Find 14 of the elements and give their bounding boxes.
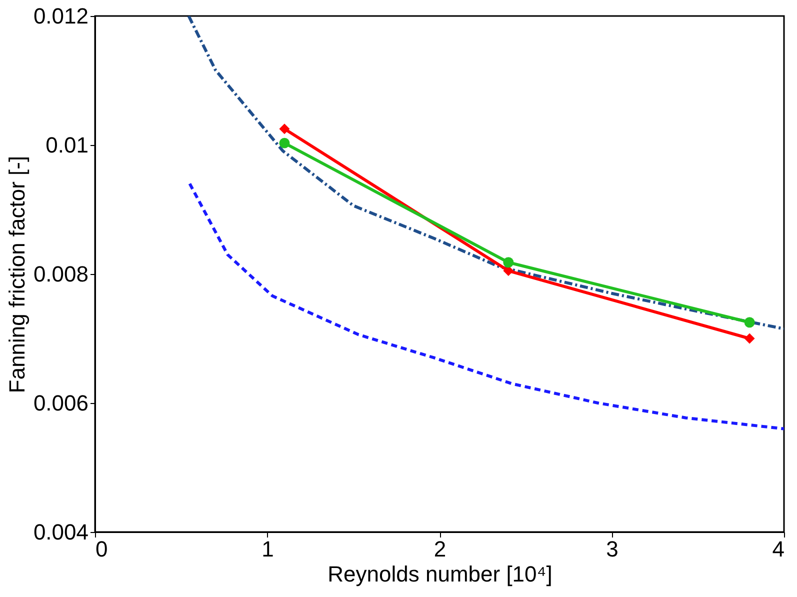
x-tick-label: 1 [262, 536, 274, 562]
y-tick-label: 0.01 [46, 132, 88, 158]
line-series [187, 16, 784, 330]
y-tick-label: 0.004 [33, 520, 88, 544]
y-tick-label: 0.012 [33, 4, 88, 28]
x-tick-label: 2 [434, 536, 446, 562]
y-tick-label: 0.006 [33, 390, 88, 416]
line-series [188, 182, 784, 430]
x-axis-title: Reynolds number [10⁴] [328, 562, 552, 586]
x-tick-label: 0 [96, 536, 108, 562]
y-tick-label: 0.008 [33, 262, 88, 286]
x-tick-label: 3 [606, 536, 618, 562]
y-axis-title: Fanning friction factor [-] [4, 156, 30, 394]
x-tick-label: 4 [772, 536, 784, 562]
